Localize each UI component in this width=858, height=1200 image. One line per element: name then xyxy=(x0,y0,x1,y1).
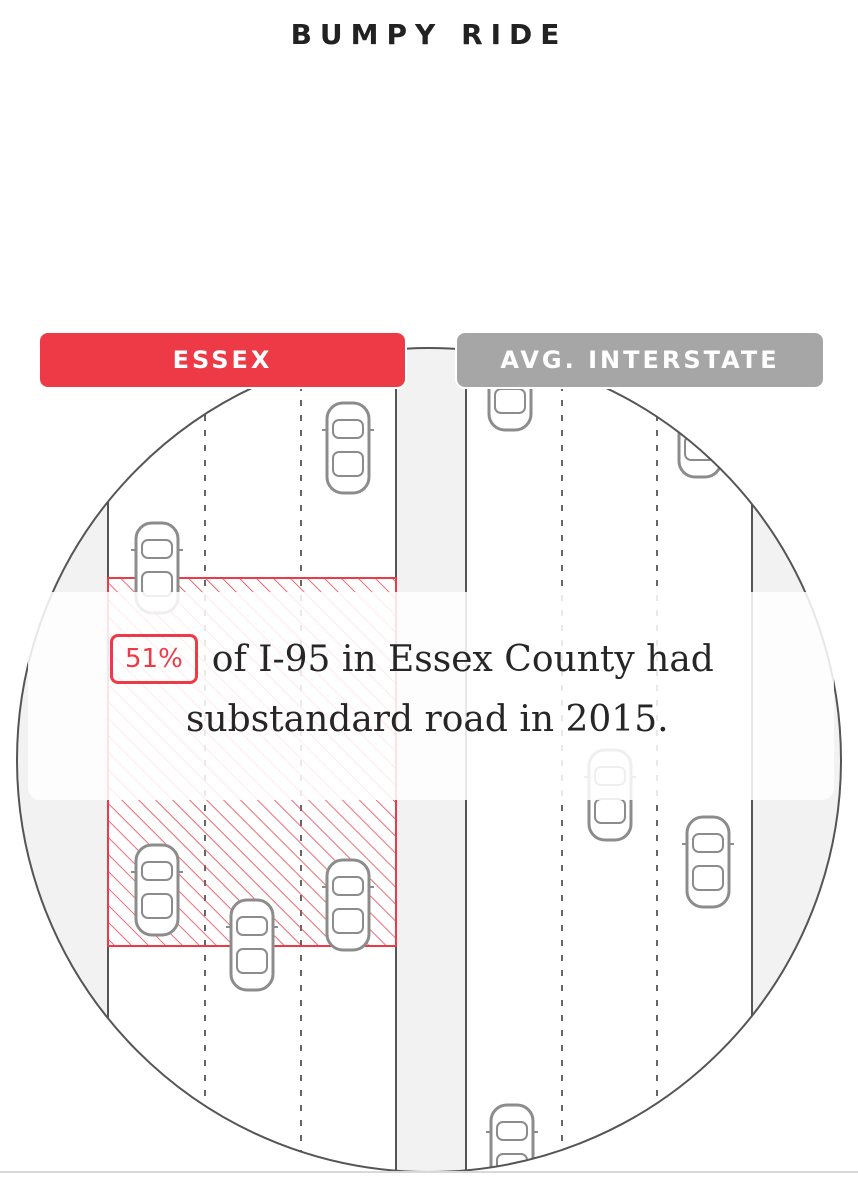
car-icon xyxy=(129,843,185,937)
statement-text: 51% of I-95 in Essex County had substanda… xyxy=(110,630,810,750)
car-icon xyxy=(672,385,728,479)
car-icon xyxy=(484,1103,540,1172)
statement-line-2: substandard road in 2015. xyxy=(186,699,669,740)
tab-essex[interactable]: ESSEX xyxy=(38,331,407,389)
car-icon xyxy=(320,858,376,952)
page-title: BUMPY RIDE xyxy=(290,18,568,51)
statement-line-1: of I-95 in Essex County had xyxy=(211,639,714,680)
percent-badge: 51% xyxy=(110,634,198,684)
tab-avg-interstate[interactable]: AVG. INTERSTATE xyxy=(455,331,825,389)
car-icon xyxy=(224,898,280,992)
car-icon xyxy=(320,401,376,495)
car-icon xyxy=(680,815,736,909)
statement-card xyxy=(28,592,834,800)
